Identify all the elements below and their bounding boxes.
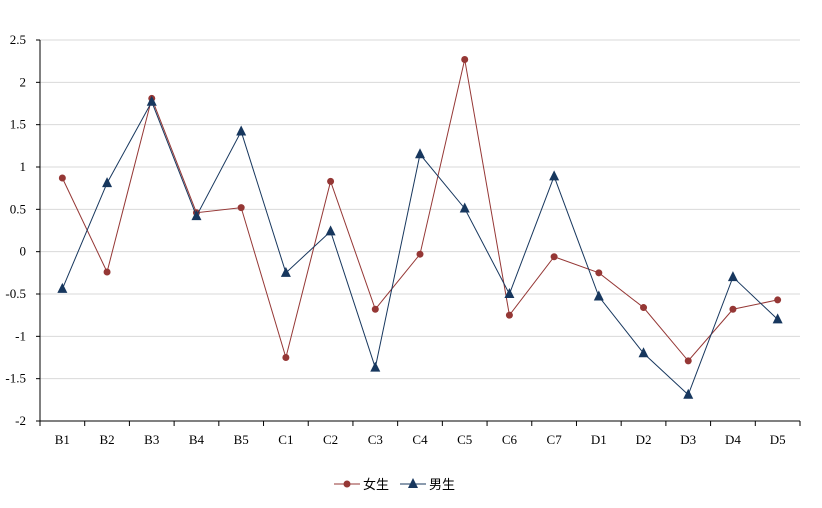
legend-label: 男生	[429, 477, 455, 492]
data-point	[729, 305, 737, 313]
y-tick-label: 1.5	[10, 117, 26, 132]
x-tick-label: C2	[323, 432, 338, 447]
series-female	[58, 55, 782, 365]
data-point	[343, 480, 351, 488]
data-point	[550, 253, 558, 261]
data-point	[280, 266, 291, 277]
data-point	[237, 204, 245, 212]
x-tick-label: B3	[144, 432, 159, 447]
data-point	[638, 347, 649, 358]
y-tick-label: 1	[20, 159, 27, 174]
x-tick-label: D3	[680, 432, 696, 447]
x-tick-label: D5	[770, 432, 786, 447]
data-point	[103, 268, 111, 276]
data-point	[325, 225, 336, 236]
y-tick-label: -0.5	[5, 286, 26, 301]
data-point	[640, 304, 648, 312]
series-line	[61, 59, 778, 362]
x-tick-label: C5	[457, 432, 472, 447]
data-point	[146, 95, 157, 106]
y-tick-label: 2.5	[10, 32, 26, 47]
data-point	[683, 388, 694, 399]
legend: 女生 男生	[334, 477, 455, 492]
data-point	[595, 269, 603, 277]
series-group	[57, 55, 783, 399]
data-point	[371, 305, 379, 313]
data-point	[327, 177, 335, 185]
x-tick-label: B1	[55, 432, 70, 447]
data-point	[727, 271, 738, 282]
x-tick-label: B5	[234, 432, 249, 447]
data-point	[370, 361, 381, 372]
x-tick-label: B4	[189, 432, 205, 447]
x-tick-label: C1	[278, 432, 293, 447]
series-line	[61, 100, 778, 396]
data-point	[57, 282, 68, 293]
series-male	[57, 95, 783, 399]
x-tick-label: D2	[636, 432, 652, 447]
data-point	[282, 354, 290, 361]
legend-item: 女生	[334, 477, 389, 492]
gridlines	[40, 39, 800, 380]
data-point	[415, 148, 425, 159]
y-tick-label: -2	[15, 413, 26, 428]
y-tick-label: -1	[15, 328, 26, 343]
data-point	[191, 210, 202, 221]
data-point	[58, 174, 66, 182]
x-tick-label: C4	[412, 432, 428, 447]
y-tick-label: -1.5	[5, 371, 26, 386]
y-tick-label: 0	[20, 244, 27, 259]
axes: -2 -1.5 -1 -0.5 0 0.5 1 1.5 2 2.5 B1 B2 B3 B4 B5 C1 C2 C3…	[5, 32, 801, 447]
data-point	[459, 202, 470, 213]
x-tick-label: C6	[502, 432, 518, 447]
legend-label: 女生	[363, 477, 389, 492]
data-point	[549, 170, 560, 181]
data-point	[774, 296, 782, 304]
data-point	[102, 177, 113, 188]
x-tick-label: B2	[99, 432, 114, 447]
data-point	[461, 55, 469, 63]
data-point	[416, 250, 424, 258]
data-point	[684, 357, 692, 365]
data-point	[593, 290, 604, 301]
x-tick-label: D4	[725, 432, 741, 447]
x-tick-label: C7	[547, 432, 563, 447]
y-tick-label: 2	[20, 74, 27, 89]
x-tick-label: D1	[591, 432, 607, 447]
data-point	[504, 288, 515, 298]
data-point	[772, 313, 783, 324]
data-point	[408, 478, 418, 488]
legend-item: 男生	[400, 477, 455, 492]
x-tick-label: C3	[368, 432, 383, 447]
data-point	[505, 311, 513, 319]
y-tick-label: 0.5	[10, 201, 26, 216]
data-point	[236, 125, 247, 136]
